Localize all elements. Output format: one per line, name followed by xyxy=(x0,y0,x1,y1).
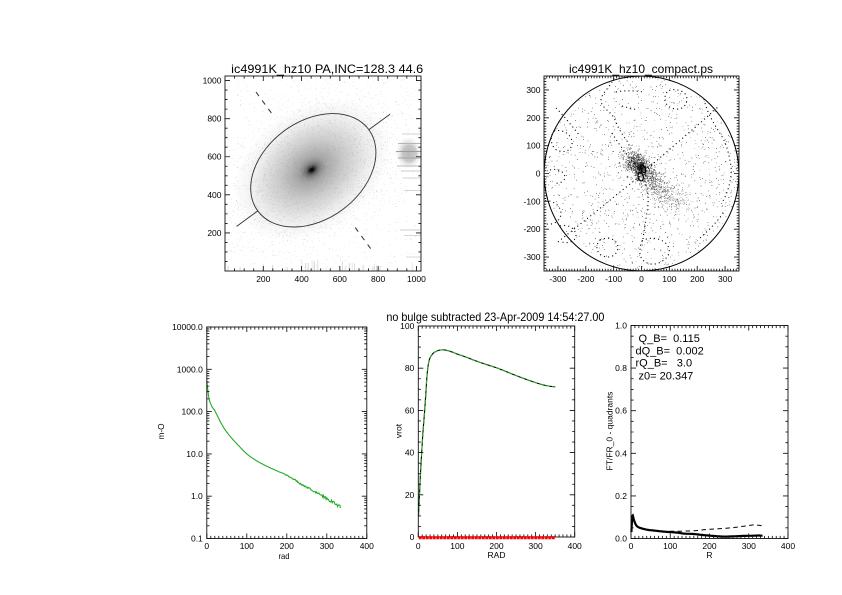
svg-text:0.4: 0.4 xyxy=(615,448,627,458)
svg-text:z0= 20.347: z0= 20.347 xyxy=(636,371,694,383)
svg-text:0.8: 0.8 xyxy=(615,363,627,373)
svg-text:20: 20 xyxy=(405,490,415,500)
svg-text:0: 0 xyxy=(204,541,209,551)
svg-text:1000.0: 1000.0 xyxy=(177,364,203,374)
svg-text:0: 0 xyxy=(536,169,541,179)
svg-text:ic4991K_hz10_compact.ps: ic4991K_hz10_compact.ps xyxy=(569,62,713,76)
svg-text:FT/FR_0 - quadrants: FT/FR_0 - quadrants xyxy=(605,392,615,471)
svg-text:0.0: 0.0 xyxy=(615,534,627,544)
svg-text:-300: -300 xyxy=(523,252,540,262)
svg-text:rad: rad xyxy=(279,551,290,561)
svg-text:400: 400 xyxy=(295,274,309,284)
svg-text:200: 200 xyxy=(256,274,270,284)
svg-text:400: 400 xyxy=(360,541,374,551)
svg-text:1.0: 1.0 xyxy=(191,491,203,501)
svg-text:100: 100 xyxy=(663,541,677,551)
svg-text:200: 200 xyxy=(526,113,540,123)
svg-text:600: 600 xyxy=(207,152,221,162)
svg-text:60: 60 xyxy=(405,405,415,415)
svg-text:200: 200 xyxy=(489,541,503,551)
svg-text:200: 200 xyxy=(207,228,221,238)
svg-text:Q_B= 0.115: Q_B= 0.115 xyxy=(636,333,700,345)
svg-text:100: 100 xyxy=(662,274,676,284)
svg-text:200: 200 xyxy=(690,274,704,284)
svg-text:ic4991K_hz10 PA,INC=128.3 44.6: ic4991K_hz10 PA,INC=128.3 44.6 xyxy=(231,62,423,76)
svg-text:10.0: 10.0 xyxy=(186,449,203,459)
svg-text:300: 300 xyxy=(526,85,540,95)
svg-text:dQ_B= 0.002: dQ_B= 0.002 xyxy=(636,346,704,358)
svg-text:-100: -100 xyxy=(523,196,540,206)
svg-text:0.6: 0.6 xyxy=(615,406,627,416)
svg-text:rQ_B= 3.0: rQ_B= 3.0 xyxy=(636,357,693,369)
svg-text:200: 200 xyxy=(702,541,716,551)
svg-text:800: 800 xyxy=(207,114,221,124)
svg-text:1.0: 1.0 xyxy=(615,321,627,331)
svg-text:RAD: RAD xyxy=(488,550,506,560)
svg-text:300: 300 xyxy=(742,541,756,551)
svg-text:600: 600 xyxy=(333,274,347,284)
svg-text:0: 0 xyxy=(416,541,421,551)
svg-text:R: R xyxy=(706,550,712,560)
svg-text:-300: -300 xyxy=(549,274,566,284)
svg-text:1000: 1000 xyxy=(407,274,426,284)
svg-text:200: 200 xyxy=(280,541,294,551)
svg-text:300: 300 xyxy=(529,541,543,551)
svg-text:0.2: 0.2 xyxy=(615,491,627,501)
svg-text:100: 100 xyxy=(526,141,540,151)
svg-text:no bulge subtracted 23-Apr-20: no bulge subtracted 23-Apr-2009 14:54:27… xyxy=(386,310,604,324)
svg-text:800: 800 xyxy=(371,274,385,284)
svg-text:0: 0 xyxy=(410,532,415,542)
svg-text:400: 400 xyxy=(781,541,795,551)
svg-text:-200: -200 xyxy=(523,224,540,234)
svg-text:100: 100 xyxy=(240,541,254,551)
svg-text:-200: -200 xyxy=(577,274,594,284)
svg-text:300: 300 xyxy=(718,274,732,284)
svg-text:40: 40 xyxy=(405,448,415,458)
svg-text:1000: 1000 xyxy=(203,76,222,86)
svg-text:10000.0: 10000.0 xyxy=(172,322,203,332)
svg-text:-100: -100 xyxy=(605,274,622,284)
svg-text:400: 400 xyxy=(568,541,582,551)
svg-text:400: 400 xyxy=(207,190,221,200)
svg-text:100: 100 xyxy=(450,541,464,551)
svg-text:100: 100 xyxy=(400,321,414,331)
svg-text:m-O: m-O xyxy=(156,423,166,439)
svg-text:0.1: 0.1 xyxy=(191,534,203,544)
svg-text:80: 80 xyxy=(405,363,415,373)
svg-text:vrot: vrot xyxy=(394,423,404,438)
svg-text:300: 300 xyxy=(320,541,334,551)
svg-text:100.0: 100.0 xyxy=(182,407,204,417)
svg-text:0: 0 xyxy=(639,274,644,284)
svg-text:0: 0 xyxy=(629,541,634,551)
